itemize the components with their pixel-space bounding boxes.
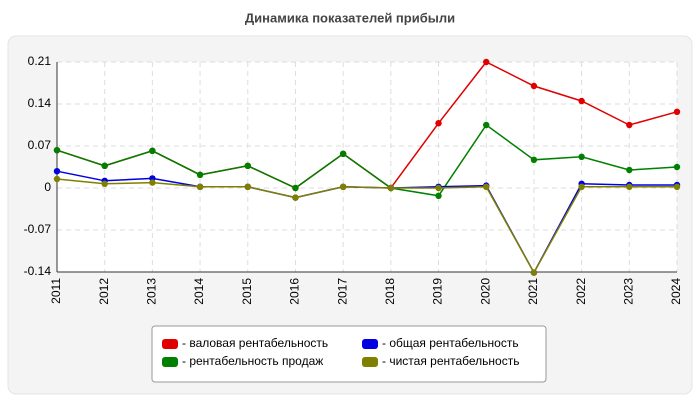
x-tick-label: 2021	[526, 278, 540, 305]
x-tick-label: 2018	[383, 278, 397, 305]
point	[196, 183, 204, 190]
point	[244, 162, 251, 169]
point	[53, 147, 61, 154]
point	[292, 194, 299, 201]
point	[339, 183, 347, 190]
x-tick-label: 2019	[431, 278, 445, 305]
x-tick-label: 2024	[669, 278, 683, 305]
point	[578, 153, 585, 160]
point	[339, 150, 347, 157]
point	[530, 156, 538, 163]
point	[530, 82, 538, 90]
x-tick-label: 2011	[49, 278, 63, 304]
point	[149, 147, 156, 154]
point	[435, 184, 442, 192]
point	[435, 192, 442, 199]
point	[626, 183, 633, 190]
legend-label: - валовая рентабельность	[182, 336, 328, 350]
point	[483, 183, 490, 190]
point	[578, 183, 585, 190]
point	[292, 184, 299, 192]
x-tick-label: 2020	[478, 278, 492, 305]
point	[626, 166, 633, 174]
x-tick-label: 2023	[621, 278, 635, 305]
point	[673, 108, 681, 116]
point	[196, 171, 204, 178]
point	[387, 184, 395, 192]
legend-label: - рентабельность продаж	[182, 354, 323, 368]
x-tick-label: 2022	[574, 278, 588, 305]
point	[101, 180, 108, 187]
x-tick-label: 2016	[288, 278, 302, 305]
x-tick-label: 2012	[97, 278, 111, 305]
x-tick-label: 2015	[240, 278, 254, 305]
y-tick-label: -0.07	[24, 222, 52, 236]
point	[101, 162, 108, 169]
y-tick-label: 0.21	[28, 54, 52, 68]
legend	[151, 325, 547, 383]
y-tick-label: 0.07	[28, 138, 52, 152]
legend-label: - чистая рентабельность	[382, 354, 519, 368]
plot-area	[57, 62, 677, 272]
chart-title: Динамика показателей прибыли	[245, 10, 455, 25]
legend-swatch	[362, 339, 378, 349]
point	[483, 58, 490, 66]
y-tick-label: -0.14	[24, 264, 52, 278]
point	[244, 183, 251, 190]
legend-label: - общая рентабельность	[382, 336, 519, 350]
point	[578, 97, 585, 105]
point	[53, 168, 61, 175]
point	[673, 183, 681, 190]
y-tick-label: 0.14	[28, 96, 52, 110]
y-tick-label: 0	[44, 180, 51, 194]
point	[626, 121, 633, 129]
x-tick-label: 2013	[145, 278, 159, 305]
legend-swatch	[162, 357, 178, 367]
point	[530, 269, 538, 276]
legend-swatch	[362, 357, 378, 367]
point	[435, 120, 442, 127]
x-tick-label: 2014	[192, 278, 206, 305]
series-line	[56, 178, 677, 275]
x-tick-label: 2017	[335, 278, 349, 305]
point	[673, 163, 681, 171]
series-line	[56, 123, 678, 197]
legend-swatch	[162, 339, 178, 349]
point	[149, 179, 156, 186]
point	[53, 175, 61, 183]
point	[483, 121, 490, 129]
